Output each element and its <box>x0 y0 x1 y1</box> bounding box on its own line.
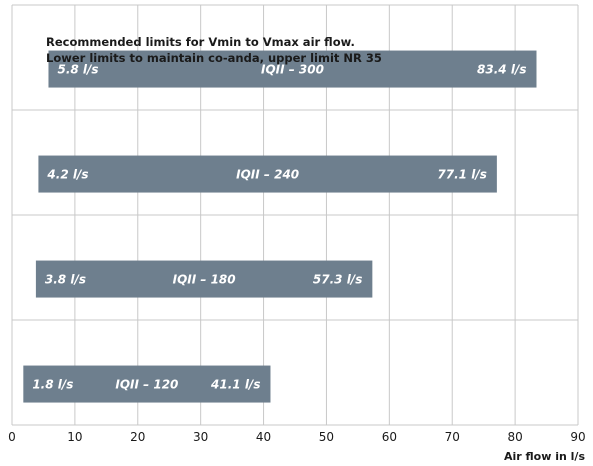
range-bar <box>38 155 497 193</box>
x-tick-label: 60 <box>382 430 397 444</box>
bar-series-label: IQII – 240 <box>236 168 299 182</box>
x-tick-label: 80 <box>507 430 522 444</box>
chart-annotation: Recommended limits for Vmin to Vmax air … <box>46 34 382 66</box>
x-tick-label: 30 <box>193 430 208 444</box>
annotation-line-1: Recommended limits for Vmin to Vmax air … <box>46 35 355 49</box>
x-axis-label: Air flow in l/s <box>504 450 585 463</box>
range-bar <box>48 50 537 88</box>
bar-max-label: 77.1 l/s <box>437 168 486 182</box>
x-tick-label: 90 <box>570 430 585 444</box>
bar-min-label: 4.2 l/s <box>46 168 88 182</box>
bar-series-label: IQII – 180 <box>173 273 236 287</box>
range-bar <box>35 260 373 298</box>
range-bar <box>23 365 271 403</box>
x-tick-label: 0 <box>8 430 16 444</box>
bar-max-label: 57.3 l/s <box>313 273 362 287</box>
bar-max-label: 83.4 l/s <box>477 63 526 77</box>
x-tick-label: 50 <box>319 430 334 444</box>
x-tick-label: 40 <box>256 430 271 444</box>
bar-min-label: 1.8 l/s <box>32 378 73 392</box>
bar-min-label: 5.8 l/s <box>57 63 98 77</box>
chart-bars: 5.8 l/s IQII – 300 83.4 l/s 4.2 l/s IQII – 2… <box>23 50 537 403</box>
x-axis-ticks: 0 10 20 30 40 50 60 70 80 90 <box>8 430 585 444</box>
x-tick-label: 70 <box>445 430 460 444</box>
x-tick-label: 10 <box>67 430 82 444</box>
bar-max-label: 41.1 l/s <box>210 378 260 392</box>
bar-series-label: IQII – 120 <box>115 378 178 392</box>
annotation-line-2: Lower limits to maintain co-anda, upper … <box>46 51 382 65</box>
bar-min-label: 3.8 l/s <box>45 273 86 287</box>
x-tick-label: 20 <box>130 430 145 444</box>
bar-series-label: IQII – 300 <box>261 63 324 77</box>
